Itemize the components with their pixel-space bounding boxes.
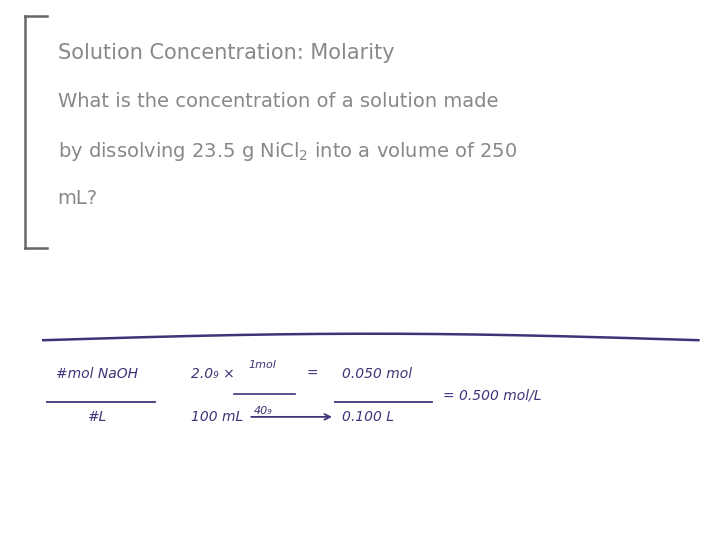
Text: 1mol: 1mol xyxy=(249,360,276,370)
Text: =: = xyxy=(306,367,318,381)
Text: 100 mL: 100 mL xyxy=(191,410,243,424)
Text: What is the concentration of a solution made: What is the concentration of a solution … xyxy=(58,92,498,111)
Text: mL?: mL? xyxy=(58,189,98,208)
Text: 2.0₉ ×: 2.0₉ × xyxy=(191,367,235,381)
Text: 0.100 L: 0.100 L xyxy=(342,410,394,424)
Text: 0.050 mol: 0.050 mol xyxy=(342,367,412,381)
Text: Solution Concentration: Molarity: Solution Concentration: Molarity xyxy=(58,43,395,63)
Text: 40₉: 40₉ xyxy=(253,406,272,416)
Text: by dissolving 23.5 g NiCl$_2$ into a volume of 250: by dissolving 23.5 g NiCl$_2$ into a vol… xyxy=(58,140,517,164)
Text: = 0.500 mol/L: = 0.500 mol/L xyxy=(443,388,541,402)
Text: #mol NaOH: #mol NaOH xyxy=(56,367,138,381)
Text: #L: #L xyxy=(88,410,107,424)
